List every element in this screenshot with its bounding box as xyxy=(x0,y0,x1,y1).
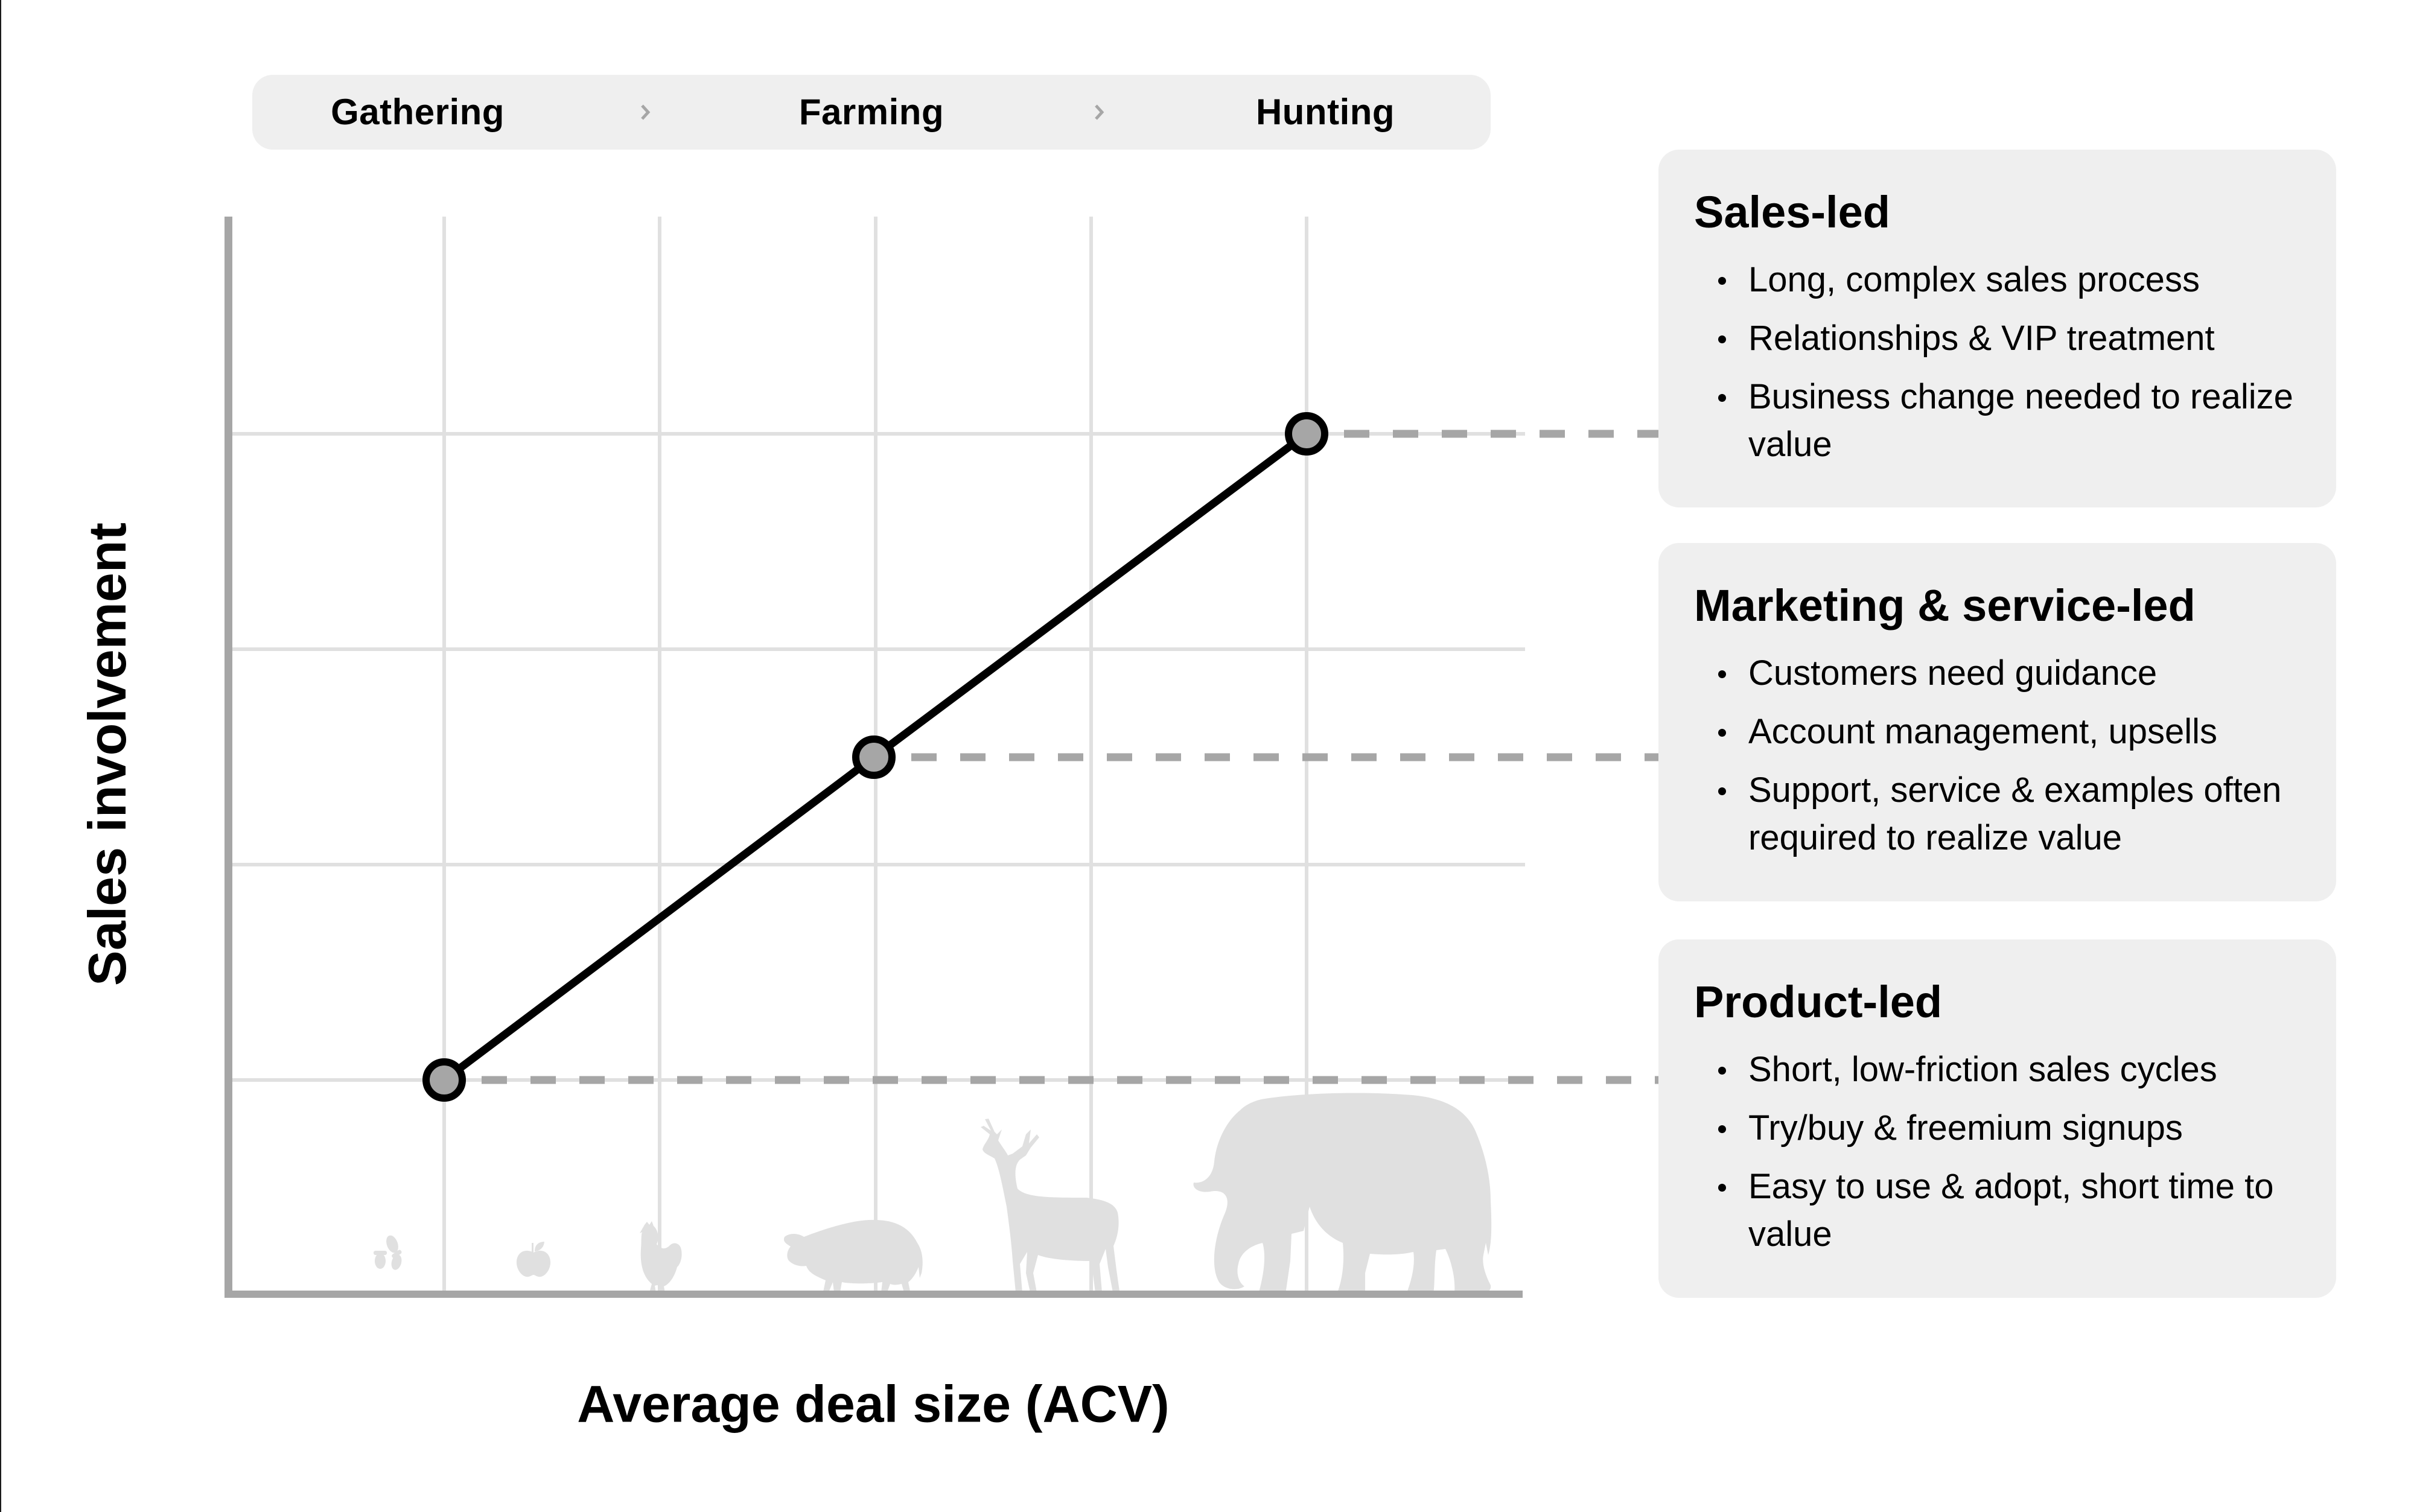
card-bullet-list: Short, low-friction sales cycles Try/buy… xyxy=(1694,1046,2312,1258)
marker-marketing-led xyxy=(852,735,896,779)
bullet-icon xyxy=(1718,277,1726,285)
bullet-icon xyxy=(1718,1067,1726,1075)
bullet-text: Easy to use & adopt, short time to value xyxy=(1748,1167,2274,1254)
elephant-icon xyxy=(1193,1093,1492,1295)
bullet-icon xyxy=(1718,670,1726,678)
card-title: Sales-led xyxy=(1694,187,1890,237)
marker-product-led xyxy=(422,1058,466,1102)
card-title: Marketing & service-led xyxy=(1694,580,2196,631)
bullet-text: Short, low-friction sales cycles xyxy=(1748,1050,2217,1089)
marker-sales-led xyxy=(1285,412,1328,456)
card-bullet-list: Long, complex sales process Relationship… xyxy=(1694,256,2312,468)
list-item: Customers need guidance xyxy=(1694,649,2312,697)
stage-gathering: Gathering xyxy=(331,92,505,132)
leader-lines xyxy=(482,430,1658,1084)
card-marketing-service-led: Marketing & service-led Customers need g… xyxy=(1658,543,2336,901)
acorns-icon xyxy=(374,1235,402,1270)
list-item: Short, low-friction sales cycles xyxy=(1694,1046,2312,1093)
bullet-text: Support, service & examples often requir… xyxy=(1748,770,2282,857)
card-bullet-list: Customers need guidance Account manageme… xyxy=(1694,649,2312,862)
bullet-text: Try/buy & freemium signups xyxy=(1748,1108,2183,1148)
bullet-text: Long, complex sales process xyxy=(1748,260,2200,299)
bullet-icon xyxy=(1718,1125,1726,1133)
bullet-text: Customers need guidance xyxy=(1748,653,2158,693)
list-item: Try/buy & freemium signups xyxy=(1694,1104,2312,1152)
card-product-led: Product-led Short, low-friction sales cy… xyxy=(1658,939,2336,1298)
bullet-icon xyxy=(1718,1184,1726,1192)
bullet-icon xyxy=(1718,729,1726,737)
y-axis xyxy=(225,217,232,1298)
y-axis-label: Sales involvement xyxy=(77,523,137,986)
chevron-right-icon xyxy=(641,104,651,120)
bullet-icon xyxy=(1718,335,1726,343)
x-axis xyxy=(225,1291,1523,1298)
card-title: Product-led xyxy=(1694,977,1943,1027)
deer-icon xyxy=(981,1119,1120,1292)
stage-hunting: Hunting xyxy=(1255,92,1395,132)
bullet-icon xyxy=(1718,787,1726,795)
stage-banner: Gathering Farming Hunting xyxy=(252,75,1491,150)
page-left-border xyxy=(0,0,1,1512)
pig-icon xyxy=(783,1219,923,1292)
apple-icon xyxy=(516,1242,551,1277)
list-item: Relationships & VIP treatment xyxy=(1694,314,2312,362)
stage-farming: Farming xyxy=(798,92,944,132)
animal-silhouettes xyxy=(374,1093,1492,1295)
list-item: Easy to use & adopt, short time to value xyxy=(1694,1163,2312,1258)
bullet-icon xyxy=(1718,394,1726,402)
list-item: Business change needed to realize value xyxy=(1694,373,2312,468)
bullet-text: Business change needed to realize value xyxy=(1748,377,2293,464)
card-sales-led: Sales-led Long, complex sales process Re… xyxy=(1658,150,2336,507)
bullet-text: Account management, upsells xyxy=(1748,712,2217,751)
list-item: Long, complex sales process xyxy=(1694,256,2312,303)
x-axis-label: Average deal size (ACV) xyxy=(577,1375,1170,1434)
list-item: Support, service & examples often requir… xyxy=(1694,766,2312,862)
bullet-text: Relationships & VIP treatment xyxy=(1748,319,2215,358)
chevron-right-icon xyxy=(1095,104,1104,120)
list-item: Account management, upsells xyxy=(1694,708,2312,755)
rooster-icon xyxy=(640,1221,682,1295)
